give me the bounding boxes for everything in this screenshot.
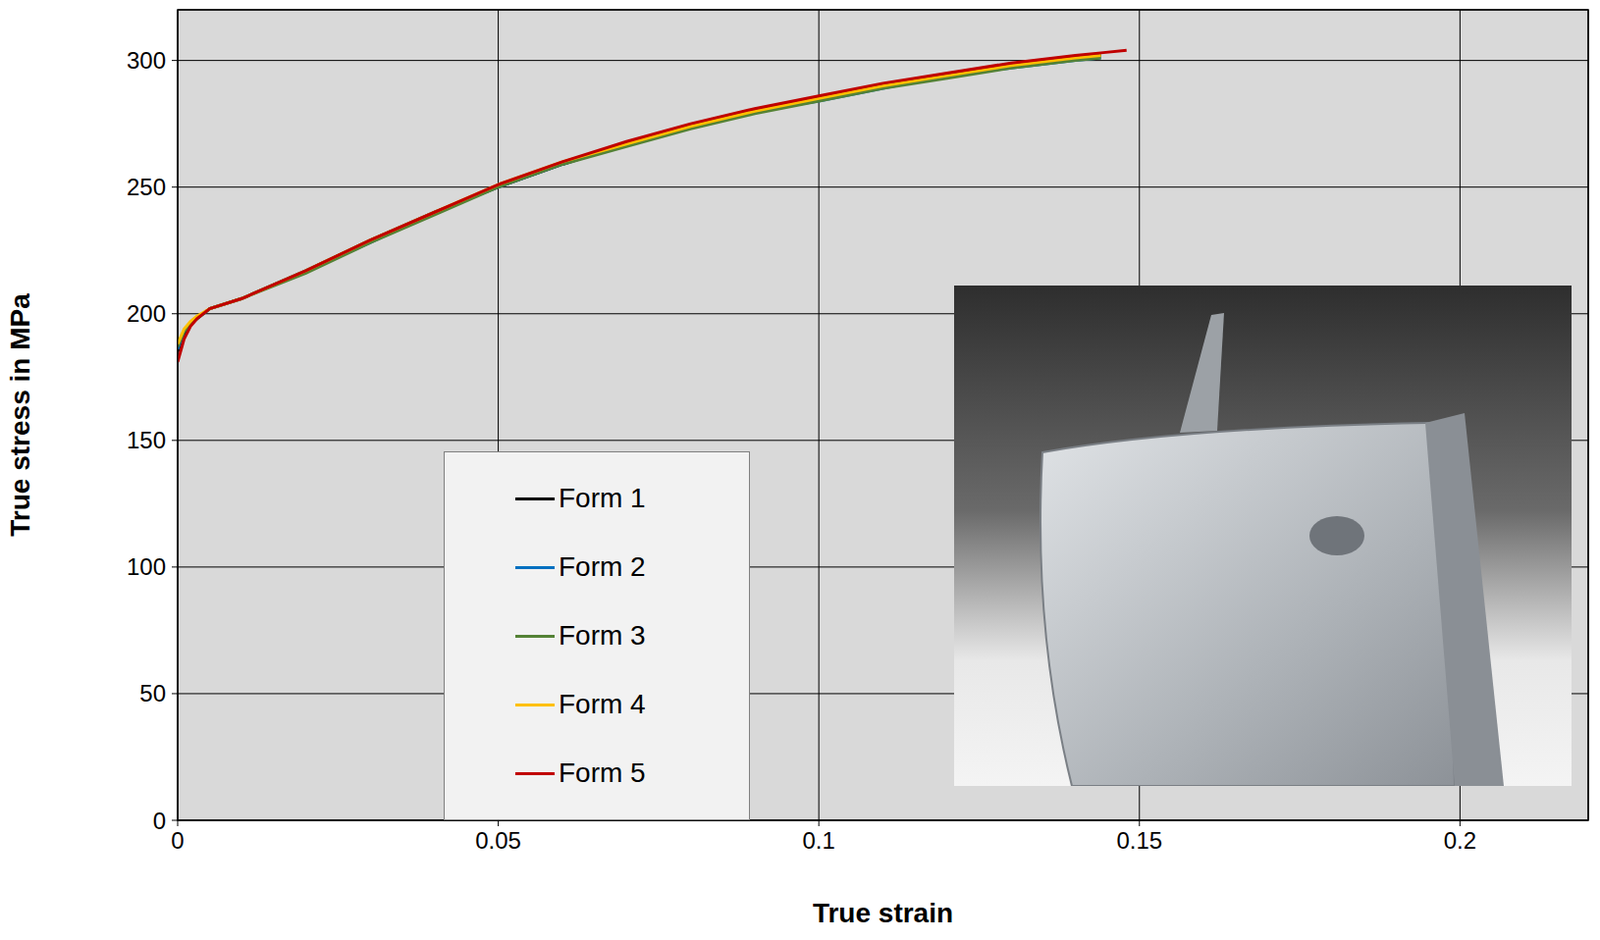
svg-text:0.1: 0.1: [801, 827, 835, 854]
svg-text:True strain: True strain: [812, 898, 954, 929]
svg-text:0.05: 0.05: [475, 827, 522, 854]
svg-text:0: 0: [170, 827, 184, 854]
svg-text:True stress in MPa: True stress in MPa: [4, 293, 36, 537]
html-text:Form 4: Form 4: [558, 689, 646, 720]
html-text:Form 5: Form 5: [558, 757, 646, 789]
svg-text:100: 100: [126, 553, 166, 581]
svg-text:200: 200: [126, 300, 166, 327]
html-text:Form 2: Form 2: [558, 551, 646, 583]
svg-text:0: 0: [153, 807, 166, 835]
svg-text:0.2: 0.2: [1443, 827, 1477, 854]
html-text:Form 1: Form 1: [558, 482, 646, 514]
svg-text:150: 150: [126, 426, 166, 454]
html-text:Form 3: Form 3: [558, 620, 646, 651]
svg-text:300: 300: [126, 47, 166, 74]
svg-text:250: 250: [126, 173, 166, 201]
svg-text:0.15: 0.15: [1116, 827, 1163, 854]
svg-text:50: 50: [139, 680, 166, 707]
